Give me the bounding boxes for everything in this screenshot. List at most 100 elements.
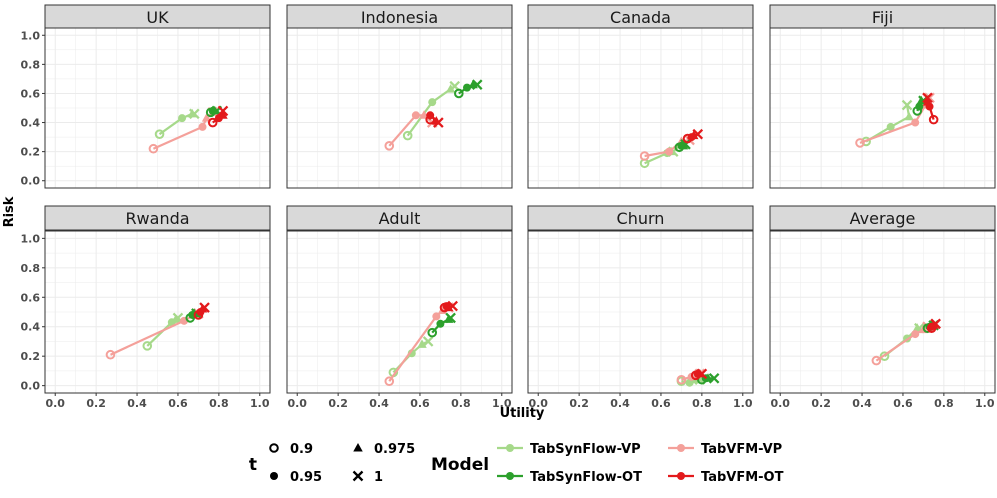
panel-title-fiji: Fiji <box>872 8 893 27</box>
point-tabsynflow-ot-indonesia-t-0-9 <box>454 88 464 99</box>
panel-border-uk <box>44 27 271 189</box>
legend-model-label-tabsynflow-vp: TabSynFlow-VP <box>530 442 641 457</box>
x-tick-label: 0.0 <box>45 397 65 410</box>
panel-fiji: Fiji <box>769 4 996 189</box>
panel-border-canada <box>527 27 754 189</box>
y-tick-label: 0.4 <box>21 117 41 130</box>
y-tick-label: 0.2 <box>21 350 41 363</box>
point-tabsynflow-ot-indonesia-t-1 <box>471 79 483 91</box>
point-tabsynflow-ot-churn-t-1 <box>708 372 720 384</box>
x-tick-label: 0.6 <box>893 397 913 410</box>
point-tabsynflow-vp-adult-t-1 <box>422 336 434 347</box>
point-tabvfm-vp-churn-t-0-9 <box>676 374 687 385</box>
x-tick-label: 0.2 <box>569 397 589 410</box>
legend-model-label-tabsynflow-ot: TabSynFlow-OT <box>530 470 642 485</box>
point-tabsynflow-vp-uk-t-1 <box>189 108 200 120</box>
x-tick-label: 0.0 <box>770 397 790 410</box>
legend: t Model 0.9 0.95 0.975 1 TabSynFlow-VP TabVFM… <box>249 442 784 485</box>
panel-border-average <box>769 230 996 394</box>
point-tabvfm-ot-rwanda-t-1 <box>199 302 210 313</box>
x-axis-title: Utility <box>500 406 545 421</box>
panel-strip-adult <box>286 205 513 231</box>
y-tick-label: 0.8 <box>21 58 41 71</box>
point-tabvfm-ot-average-t-1 <box>930 318 941 330</box>
y-tick-label: 0.4 <box>21 321 41 334</box>
x-tick-label: 0.4 <box>852 397 872 410</box>
point-tabvfm-vp-uk-t-0-975 <box>201 113 212 122</box>
x-tick-label: 0.2 <box>86 397 106 410</box>
point-tabsynflow-vp-fiji-t-1 <box>901 99 913 111</box>
point-tabvfm-ot-fiji-t-0-9 <box>928 114 939 125</box>
point-tabsynflow-ot-adult-t-1 <box>445 312 456 324</box>
x-tick-label: 0.4 <box>610 397 630 410</box>
point-tabvfm-vp-uk-t-0-95 <box>198 122 207 131</box>
legend-t-title: t <box>249 455 257 475</box>
point-tabvfm-vp-fiji-t-0-9 <box>855 138 865 148</box>
x-tick-label: 0.6 <box>651 397 671 410</box>
panel-churn: Churn 0.0 0.2 0.4 0.6 0.8 1.0 <box>527 205 754 410</box>
panel-strip-rwanda <box>44 205 271 231</box>
panel-title-average: Average <box>850 209 916 228</box>
panel-adult: Adult 0.0 0.2 0.4 0.6 0.8 1.0 <box>286 205 513 410</box>
panel-rwanda: Rwanda 0.0 0.2 0.4 0.6 0.8 1.0 0.0 0.2 0.4 0.6 0.8 1… <box>21 205 271 410</box>
legend-model-label-tabvfm-ot: TabVFM-OT <box>701 470 784 485</box>
legend-t-key-1 <box>352 470 364 482</box>
point-tabsynflow-vp-average-t-0-9 <box>879 351 890 361</box>
panel-title-uk: UK <box>146 8 169 27</box>
point-tabvfm-vp-canada-t-0-95 <box>665 147 674 156</box>
panel-title-adult: Adult <box>379 209 421 228</box>
legend-t-label-0-975: 0.975 <box>374 442 415 457</box>
y-tick-label: 0.0 <box>21 175 41 188</box>
legend-t-label-1: 1 <box>374 470 383 485</box>
point-tabvfm-vp-indonesia-t-0-975 <box>419 110 429 119</box>
legend-t-key-0-95 <box>270 472 278 480</box>
point-tabsynflow-ot-churn-t-0-975 <box>703 373 713 382</box>
x-tick-label: 0.8 <box>451 397 471 410</box>
point-tabvfm-vp-canada-t-0-9 <box>639 151 650 161</box>
point-tabsynflow-ot-adult-t-0-95 <box>436 319 445 328</box>
panel-indonesia: Indonesia <box>286 4 513 189</box>
y-axis-title: Risk <box>2 196 17 227</box>
legend-model-title: Model <box>431 455 489 475</box>
panel-canada: Canada <box>527 4 754 189</box>
point-tabvfm-ot-uk-t-0-9 <box>207 117 218 128</box>
y-tick-label: 0.6 <box>21 87 41 100</box>
point-tabsynflow-vp-indonesia-t-0-975 <box>445 84 456 93</box>
point-tabvfm-ot-indonesia-t-1 <box>433 117 444 128</box>
point-tabvfm-ot-indonesia-t-0-95 <box>426 111 435 120</box>
point-tabvfm-vp-average-t-0-95 <box>911 330 920 339</box>
y-tick-label: 0.2 <box>21 146 41 159</box>
panels-layer: UK 0.0 0.2 0.4 0.6 0.8 1.0 Indonesia Canada Fiji R… <box>21 4 996 410</box>
point-tabvfm-ot-canada-t-1 <box>692 128 704 140</box>
point-tabvfm-vp-indonesia-t-0-9 <box>384 141 395 151</box>
x-tick-label: 1.0 <box>975 397 995 410</box>
x-tick-label: 0.6 <box>168 397 188 410</box>
legend-model-dot-tabvfm-ot <box>677 472 685 480</box>
point-tabvfm-ot-adult-t-1 <box>447 300 458 312</box>
panel-title-canada: Canada <box>610 8 671 27</box>
point-tabsynflow-vp-fiji-t-0-975 <box>904 111 914 121</box>
panel-border-adult <box>286 230 513 394</box>
panel-uk: UK 0.0 0.2 0.4 0.6 0.8 1.0 <box>21 4 271 189</box>
point-tabsynflow-vp-indonesia-t-0-9 <box>402 130 413 141</box>
y-tick-label: 0.8 <box>21 262 41 275</box>
y-tick-label: 1.0 <box>21 232 41 245</box>
panel-strip-churn <box>527 205 754 231</box>
panel-border-rwanda <box>44 230 271 394</box>
point-tabsynflow-ot-indonesia-t-0-95 <box>463 83 471 92</box>
legend-t-label-0-9: 0.9 <box>290 442 313 457</box>
x-tick-label: 0.8 <box>692 397 712 410</box>
y-tick-label: 1.0 <box>21 29 41 42</box>
point-tabvfm-vp-fiji-t-0-95 <box>911 118 920 127</box>
x-tick-label: 0.8 <box>934 397 954 410</box>
y-tick-label: 0.6 <box>21 291 41 304</box>
point-tabvfm-vp-uk-t-0-9 <box>148 143 159 154</box>
x-tick-label: 0.8 <box>209 397 229 410</box>
point-tabvfm-ot-uk-t-0-975 <box>218 110 228 119</box>
x-tick-label: 0.0 <box>528 397 548 410</box>
x-tick-label: 0.4 <box>369 397 389 410</box>
panel-border-churn <box>527 230 754 394</box>
legend-model-dot-tabsynflow-ot <box>506 472 514 480</box>
legend-model-dot-tabvfm-vp <box>677 444 685 452</box>
